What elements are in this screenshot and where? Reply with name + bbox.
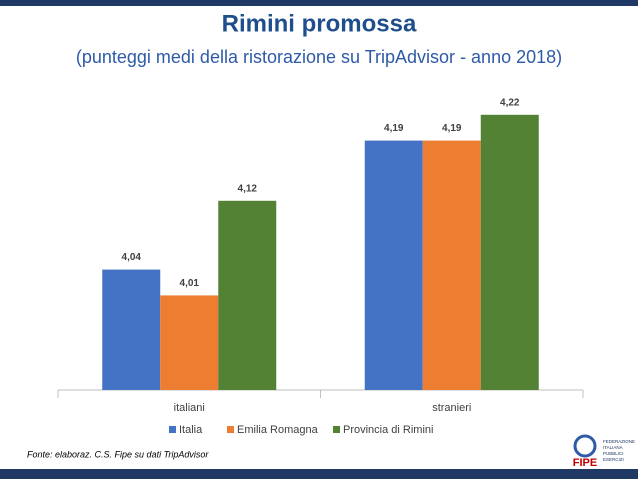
legend-swatch [333,426,340,433]
logo-text: ITALIANA [603,445,623,450]
bar [480,114,539,391]
data-label: 4,12 [238,183,258,194]
data-label: 4,19 [384,123,404,134]
x-tick-label: stranieri [432,402,471,414]
logo-mark [573,434,597,458]
legend-swatch [169,426,176,433]
x-tick-label: italiani [174,402,205,414]
bottom-band [0,469,638,479]
logo-name: FIPE [573,457,597,469]
bar [102,269,161,390]
data-label: 4,22 [500,97,520,108]
logo-text: ESERCIZI [603,457,624,462]
data-label: 4,04 [122,252,142,263]
legend-swatch [227,426,234,433]
source: Fonte: elaboraz. C.S. Fipe su dati TripA… [27,449,209,459]
data-label: 4,01 [180,278,200,289]
bar [160,295,219,390]
legend-label: Italia [179,424,203,436]
logo-text: PUBBLICI [603,451,624,456]
bar [364,140,423,390]
bar [422,140,481,390]
top-band [0,0,638,6]
chart-title: Rimini promossa [222,10,417,37]
logo-text: FEDERAZIONE [603,439,635,444]
bar [218,200,277,390]
legend-label: Emilia Romagna [237,424,319,436]
legend-label: Provincia di Rimini [343,424,433,436]
data-label: 4,19 [442,123,462,134]
chart-subtitle: (punteggi medi della ristorazione su Tri… [76,47,562,67]
